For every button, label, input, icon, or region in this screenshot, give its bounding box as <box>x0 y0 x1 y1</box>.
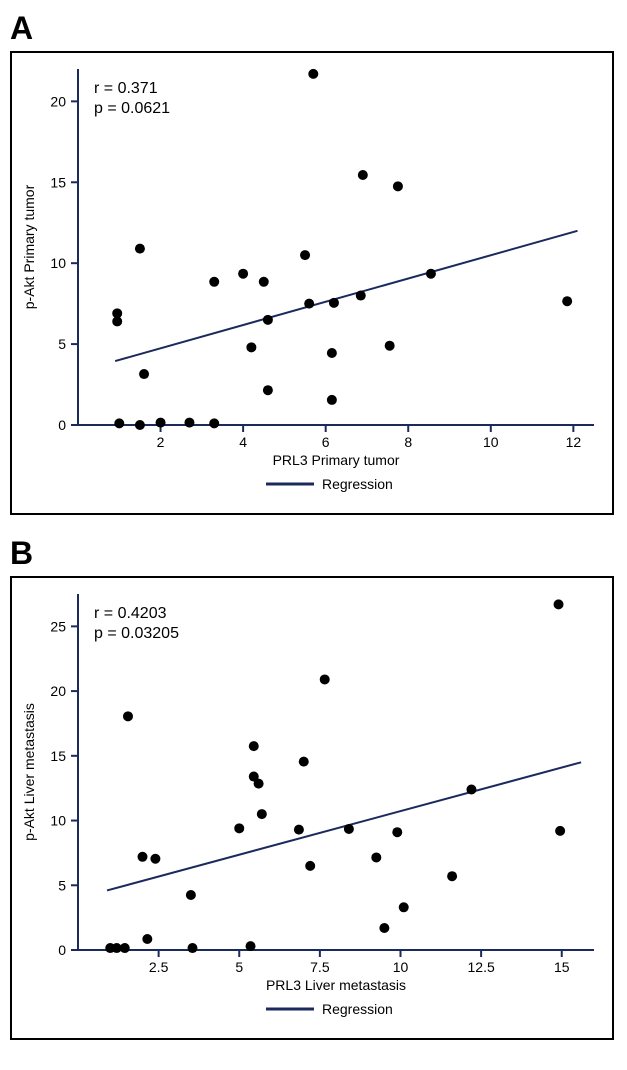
svg-text:10: 10 <box>483 434 499 450</box>
svg-text:5: 5 <box>235 959 243 975</box>
svg-text:0: 0 <box>58 417 66 433</box>
svg-text:0: 0 <box>58 942 66 958</box>
svg-text:4: 4 <box>239 434 247 450</box>
panel-a-svg: 2 4 6 8 10 12 0 5 10 15 20 PRL3 Primary tumor p-Akt … <box>12 53 612 513</box>
svg-text:r = 0.4203: r = 0.4203 <box>94 605 167 622</box>
svg-text:10: 10 <box>50 813 66 829</box>
svg-text:25: 25 <box>50 618 66 634</box>
svg-text:p = 0.03205: p = 0.03205 <box>94 625 179 642</box>
svg-text:15: 15 <box>554 959 570 975</box>
panel-b-label: B <box>10 535 617 572</box>
panel-a-label: A <box>10 10 617 47</box>
svg-text:15: 15 <box>50 174 66 190</box>
svg-text:p-Akt Liver metastasis: p-Akt Liver metastasis <box>21 703 37 841</box>
panel-b: B 2.5 5 7.5 10 12.5 15 0 5 10 15 20 25 PRL3 Liver me… <box>10 535 617 1040</box>
figure: A 2 4 6 8 10 12 0 5 10 15 20 PRL3 Primary tumor p-Ak… <box>10 10 617 1040</box>
svg-text:8: 8 <box>404 434 412 450</box>
svg-text:p-Akt Primary tumor: p-Akt Primary tumor <box>21 184 37 309</box>
panel-b-plot-box: 2.5 5 7.5 10 12.5 15 0 5 10 15 20 25 PRL3 Liver meta… <box>10 576 614 1040</box>
svg-text:7.5: 7.5 <box>310 959 330 975</box>
svg-text:r = 0.371: r = 0.371 <box>94 80 158 97</box>
svg-text:PRL3 Liver metastasis: PRL3 Liver metastasis <box>266 977 406 993</box>
svg-text:15: 15 <box>50 748 66 764</box>
svg-text:6: 6 <box>322 434 330 450</box>
svg-text:PRL3 Primary tumor: PRL3 Primary tumor <box>273 452 400 468</box>
svg-text:5: 5 <box>58 877 66 893</box>
panel-b-svg: 2.5 5 7.5 10 12.5 15 0 5 10 15 20 25 PRL3 Liver meta… <box>12 578 612 1038</box>
svg-text:10: 10 <box>50 255 66 271</box>
svg-text:Regression: Regression <box>322 1001 393 1017</box>
svg-text:Regression: Regression <box>322 476 393 492</box>
svg-text:12.5: 12.5 <box>468 959 495 975</box>
svg-text:12: 12 <box>566 434 582 450</box>
svg-text:20: 20 <box>50 683 66 699</box>
svg-text:10: 10 <box>393 959 409 975</box>
svg-text:2.5: 2.5 <box>149 959 169 975</box>
svg-text:p = 0.0621: p = 0.0621 <box>94 100 170 117</box>
svg-text:2: 2 <box>157 434 165 450</box>
svg-text:5: 5 <box>58 336 66 352</box>
panel-a-plot-box: 2 4 6 8 10 12 0 5 10 15 20 PRL3 Primary tumor p-Akt … <box>10 51 614 515</box>
panel-a: A 2 4 6 8 10 12 0 5 10 15 20 PRL3 Primary tumor p-Ak… <box>10 10 617 515</box>
svg-text:20: 20 <box>50 93 66 109</box>
